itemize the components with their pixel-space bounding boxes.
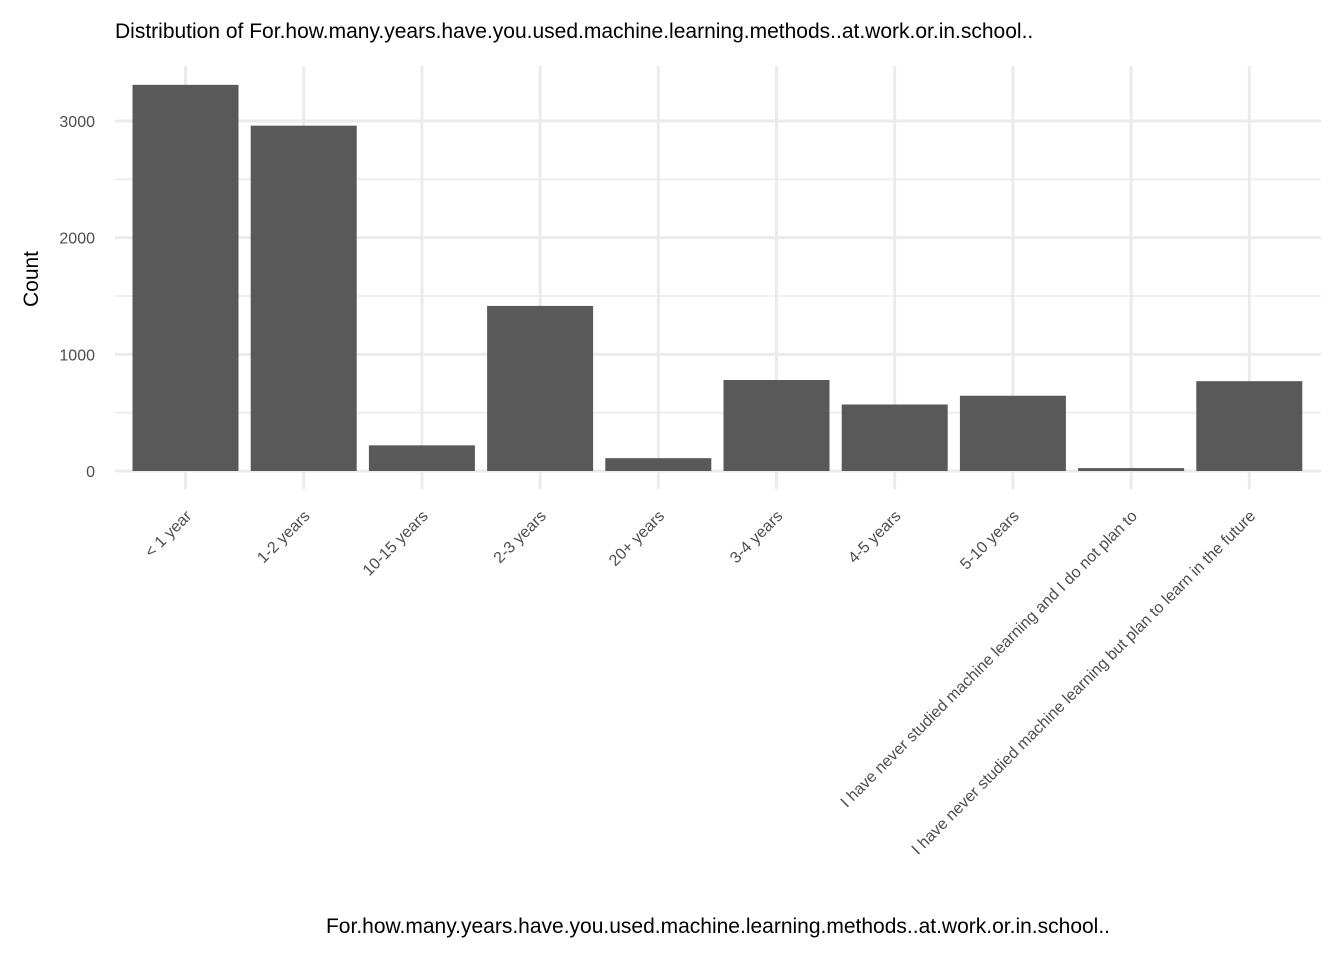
bar xyxy=(841,404,948,471)
chart-title: Distribution of For.how.many.years.have.… xyxy=(115,20,1033,43)
x-axis-title: For.how.many.years.have.you.used.machine… xyxy=(326,915,1110,938)
y-tick-label: 3000 xyxy=(59,114,95,131)
x-tick-label: 5-10 years xyxy=(957,508,1022,573)
bar xyxy=(959,395,1066,471)
x-tick-label: 20+ years xyxy=(606,508,668,570)
x-tick-label: 1-2 years xyxy=(254,508,313,567)
y-tick-labels: 0 1000 2000 3000 xyxy=(59,114,95,481)
y-tick-label: 2000 xyxy=(59,231,95,248)
x-tick-labels: < 1 year 1-2 years 10-15 years 2-3 years 20+… xyxy=(142,507,1259,858)
x-tick-label: < 1 year xyxy=(142,507,196,561)
x-tick-label: 2-3 years xyxy=(491,508,550,567)
x-tick-label: 3-4 years xyxy=(727,508,786,567)
bar xyxy=(1078,468,1185,471)
x-tick-label: 10-15 years xyxy=(360,508,432,580)
bar xyxy=(605,458,712,471)
y-tick-label: 1000 xyxy=(59,347,95,364)
y-axis-title: Count xyxy=(20,251,43,307)
x-tick-label: 4-5 years xyxy=(845,508,904,567)
bar xyxy=(723,380,830,471)
bar xyxy=(132,84,239,471)
bar xyxy=(487,305,594,471)
bar xyxy=(250,125,357,472)
bar xyxy=(1196,381,1303,471)
bars xyxy=(132,84,1303,472)
bar xyxy=(368,445,475,471)
y-tick-label: 0 xyxy=(86,464,95,481)
